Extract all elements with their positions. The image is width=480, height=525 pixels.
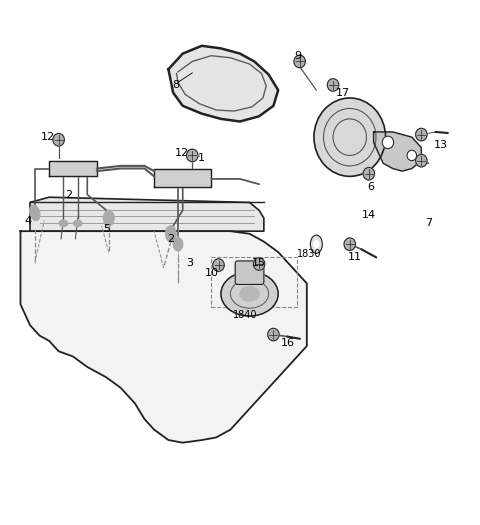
- Circle shape: [407, 150, 417, 161]
- Text: 11: 11: [348, 253, 361, 262]
- Circle shape: [416, 128, 427, 141]
- Text: 12: 12: [175, 148, 189, 158]
- Ellipse shape: [221, 271, 278, 316]
- Circle shape: [363, 167, 374, 180]
- Text: 15: 15: [252, 257, 266, 268]
- Circle shape: [253, 258, 265, 270]
- Text: 9: 9: [295, 51, 302, 61]
- Text: 17: 17: [336, 88, 349, 98]
- Text: 4: 4: [24, 216, 31, 226]
- Text: 3: 3: [186, 257, 193, 268]
- Text: 5: 5: [103, 224, 110, 234]
- Text: 1830: 1830: [297, 249, 322, 259]
- Circle shape: [294, 55, 305, 68]
- Ellipse shape: [30, 205, 40, 220]
- Text: 1840: 1840: [232, 310, 257, 320]
- Text: 10: 10: [204, 268, 218, 278]
- Ellipse shape: [59, 220, 68, 226]
- Polygon shape: [49, 161, 97, 176]
- Text: 16: 16: [281, 339, 295, 349]
- Circle shape: [314, 98, 385, 176]
- Ellipse shape: [104, 211, 114, 226]
- Circle shape: [268, 328, 279, 341]
- Circle shape: [382, 136, 394, 149]
- Text: 12: 12: [41, 132, 55, 142]
- Polygon shape: [30, 197, 264, 231]
- Ellipse shape: [166, 226, 176, 242]
- Text: 6: 6: [368, 182, 375, 192]
- Circle shape: [53, 133, 64, 146]
- Polygon shape: [21, 231, 307, 443]
- Ellipse shape: [311, 235, 323, 254]
- Ellipse shape: [314, 240, 319, 248]
- Ellipse shape: [173, 238, 183, 251]
- Circle shape: [416, 154, 427, 167]
- Ellipse shape: [73, 220, 82, 226]
- Text: 2: 2: [167, 234, 174, 244]
- Polygon shape: [168, 46, 278, 121]
- Circle shape: [327, 79, 339, 91]
- Text: 14: 14: [362, 211, 376, 220]
- Text: 2: 2: [65, 190, 72, 200]
- Text: 8: 8: [172, 80, 179, 90]
- Circle shape: [213, 259, 224, 271]
- Text: 1: 1: [198, 153, 205, 163]
- Circle shape: [344, 238, 356, 250]
- Polygon shape: [373, 132, 421, 171]
- Polygon shape: [154, 169, 211, 187]
- FancyBboxPatch shape: [235, 261, 264, 285]
- Text: 13: 13: [433, 140, 447, 150]
- Ellipse shape: [240, 287, 259, 301]
- Circle shape: [187, 149, 198, 162]
- Text: 7: 7: [425, 218, 432, 228]
